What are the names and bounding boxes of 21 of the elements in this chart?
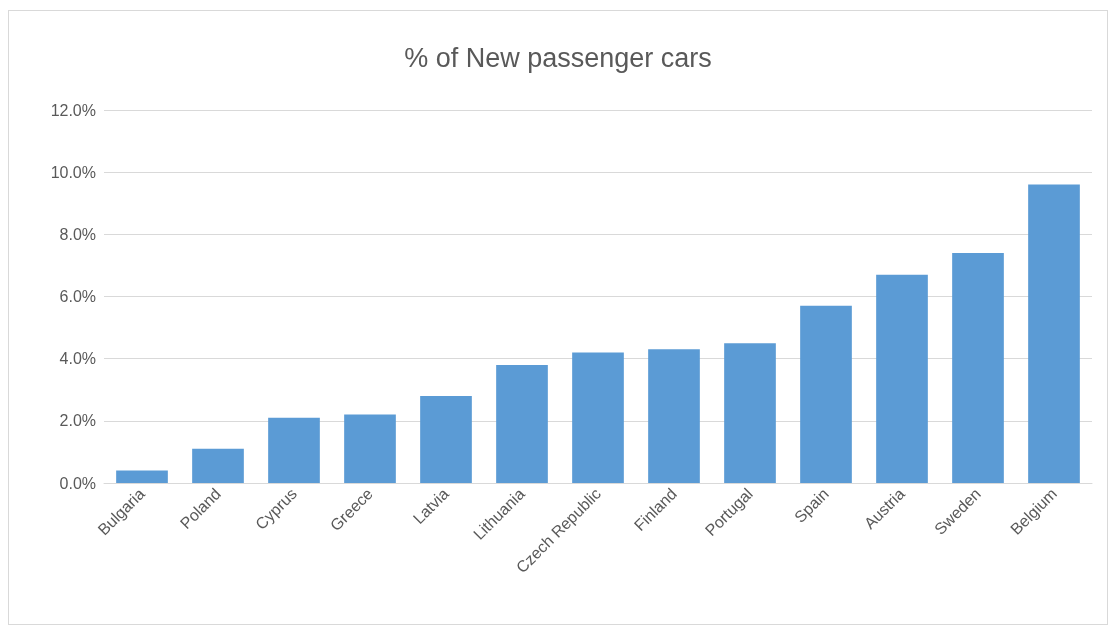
bar — [952, 252, 1004, 483]
y-tick-label: 8.0% — [59, 225, 96, 243]
bar — [724, 343, 776, 483]
bar — [648, 349, 700, 483]
bar — [192, 448, 244, 483]
bar — [344, 414, 396, 483]
bar — [268, 417, 320, 483]
y-tick-label: 4.0% — [59, 350, 96, 368]
bar — [572, 352, 624, 483]
bar — [496, 364, 548, 483]
bar — [876, 274, 928, 483]
y-tick-label: 10.0% — [50, 163, 96, 181]
y-tick-label: 6.0% — [59, 288, 96, 305]
y-tick-label: 0.0% — [59, 474, 96, 492]
bar — [800, 305, 852, 483]
bar — [420, 395, 472, 483]
chart-title: % of New passenger cars — [404, 42, 712, 73]
bar — [116, 470, 168, 483]
y-tick-label: 2.0% — [59, 412, 96, 430]
y-tick-label: 12.0% — [50, 101, 96, 119]
bar — [1028, 184, 1080, 483]
